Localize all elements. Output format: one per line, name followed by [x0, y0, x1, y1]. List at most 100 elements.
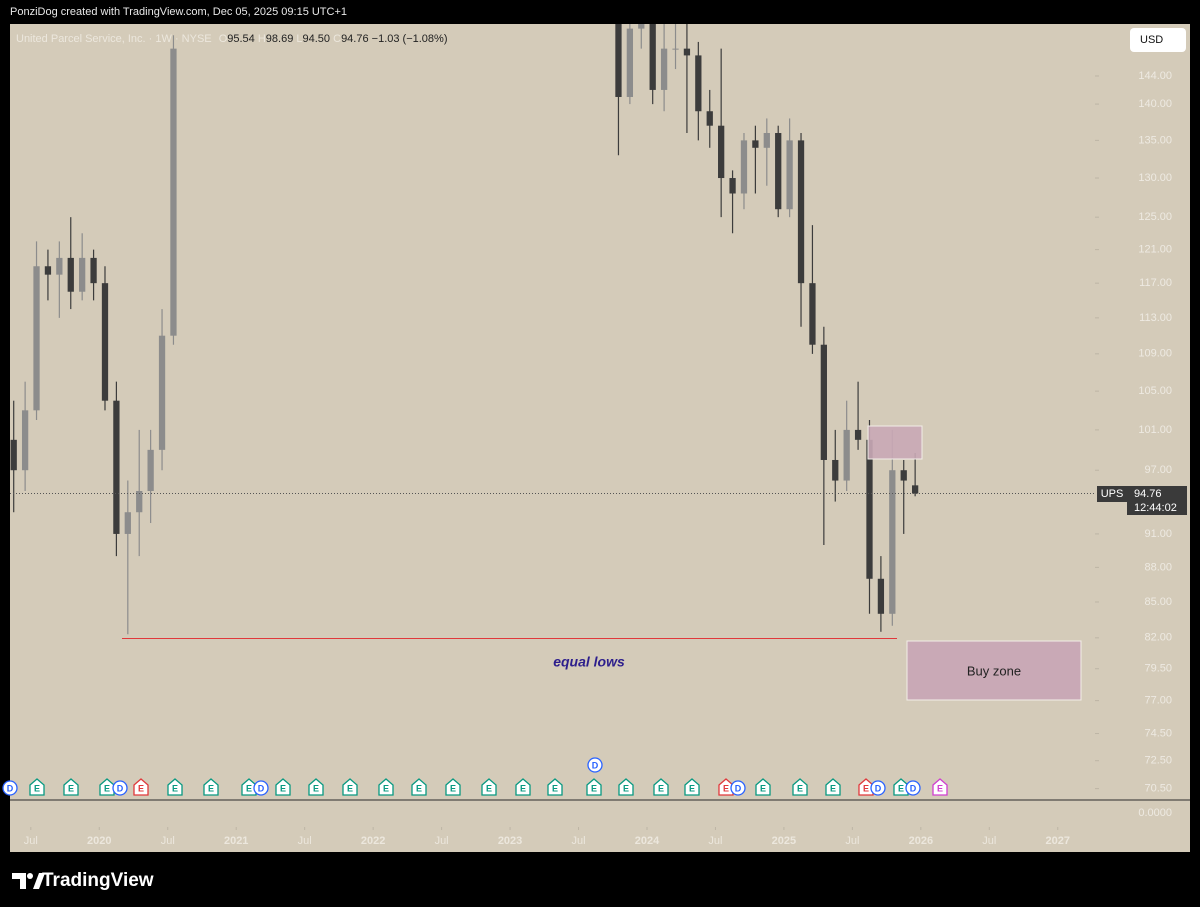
lower-pane-tick-label: 0.0000: [1138, 807, 1172, 819]
candle-body: [729, 178, 736, 194]
candle-body: [672, 48, 679, 50]
earnings-marker: [932, 778, 948, 796]
candle-body: [147, 449, 154, 492]
earnings-letter: E: [383, 783, 389, 793]
earnings-marker: [825, 778, 841, 796]
dividend-marker: [112, 780, 128, 796]
earnings-letter: E: [280, 783, 286, 793]
candle-body: [113, 400, 120, 534]
earnings-letter: E: [760, 783, 766, 793]
legend-symbol: United Parcel Service, Inc. · 1W · NYSE: [16, 33, 212, 45]
x-tick-label: Jul: [982, 835, 996, 847]
earnings-letter: E: [486, 783, 492, 793]
earnings-letter: E: [104, 783, 110, 793]
earnings-marker: [445, 778, 461, 796]
candle-body: [797, 140, 805, 284]
earnings-marker: [653, 778, 669, 796]
candle-body: [33, 266, 40, 411]
candle-body: [638, 24, 645, 29]
brand-logo: [12, 873, 45, 889]
candle-body: [10, 439, 17, 471]
earnings-letter: E: [830, 783, 836, 793]
legend-change: −1.03 (−1.08%): [372, 33, 448, 45]
dividend-marker: [587, 757, 603, 773]
buy-zone: [906, 640, 1082, 701]
x-tick-label: 2026: [909, 835, 933, 847]
candle-body: [170, 48, 177, 336]
event-markers: D E E E D E E E E D E E E E E E E E E E E E E E D E E E E D E D ED: [2, 757, 948, 796]
candle-body: [649, 24, 656, 90]
earnings-letter: E: [313, 783, 319, 793]
earnings-marker: [481, 778, 497, 796]
candle-body: [832, 459, 839, 481]
y-tick-label: 121.00: [1138, 244, 1172, 256]
earnings-marker: [308, 778, 324, 796]
earnings-marker: [755, 778, 771, 796]
earnings-letter: E: [863, 783, 869, 793]
x-tick-label: 2027: [1046, 835, 1070, 847]
x-tick-label: 2021: [224, 835, 248, 847]
y-tick-label: 97.00: [1144, 464, 1172, 476]
y-tick-label: 72.50: [1144, 755, 1172, 767]
legend-close-label: C: [333, 33, 341, 45]
earnings-letter: E: [689, 783, 695, 793]
candle-body: [56, 257, 63, 275]
candle-body: [843, 429, 850, 481]
candle-body: [695, 55, 702, 112]
legend-low: 94.50: [303, 33, 331, 45]
earnings-letter: E: [937, 783, 943, 793]
currency-label[interactable]: USD: [1140, 34, 1163, 46]
candle-body: [877, 578, 885, 614]
y-tick-label: 144.00: [1138, 70, 1172, 82]
legend-open-label: O: [219, 33, 228, 45]
candle-body: [101, 283, 109, 401]
plot: [10, 24, 919, 635]
candle-body: [763, 133, 770, 148]
earnings-marker: [133, 778, 149, 796]
earnings-marker: [275, 778, 291, 796]
x-tick-label: Jul: [161, 835, 175, 847]
candle-body: [136, 491, 143, 513]
price-tag: [1127, 486, 1187, 515]
candle-body: [775, 133, 782, 210]
dividend-letter: D: [258, 783, 265, 793]
currency-button[interactable]: [1130, 28, 1186, 52]
dividend-marker: [905, 780, 921, 796]
y-tick-label: 135.00: [1138, 134, 1172, 146]
earnings-letter: E: [347, 783, 353, 793]
x-tick-label: Jul: [708, 835, 722, 847]
earnings-letter: E: [723, 783, 729, 793]
y-tick-label: 70.50: [1144, 783, 1172, 795]
dividend-letter: D: [592, 760, 599, 770]
y-tick-label: 91.00: [1144, 528, 1172, 540]
candle-body: [67, 257, 74, 292]
dividend-marker: [253, 780, 269, 796]
earnings-letter: E: [34, 783, 40, 793]
dividend-letter: D: [910, 783, 917, 793]
candle-body: [124, 512, 131, 534]
dividend-letter: D: [7, 783, 14, 793]
legend: United Parcel Service, Inc. · 1W · NYSE …: [16, 33, 448, 45]
earnings-marker: [29, 778, 45, 796]
y-tick-label: 113.00: [1139, 312, 1172, 324]
earnings-letter: E: [658, 783, 664, 793]
credit: PonziDog created with TradingView.com, D…: [10, 6, 347, 18]
legend-close: 94.76: [341, 33, 369, 45]
earnings-marker: [167, 778, 183, 796]
candle-body: [90, 257, 97, 284]
earnings-marker: [618, 778, 634, 796]
x-tick-label: Jul: [845, 835, 859, 847]
candle-body: [158, 335, 166, 450]
earnings-marker: [411, 778, 427, 796]
brand-name: TradingView: [42, 870, 154, 891]
y-tick-label: 79.50: [1144, 663, 1172, 675]
y-tick-label: 88.00: [1144, 561, 1172, 573]
earnings-marker: [378, 778, 394, 796]
legend-open: 95.54: [227, 33, 255, 45]
y-tick-label: 105.00: [1138, 385, 1172, 397]
candle-body: [900, 470, 907, 481]
earnings-letter: E: [552, 783, 558, 793]
earnings-letter: E: [591, 783, 597, 793]
candle-body: [683, 48, 691, 56]
equal-lows-label: equal lows: [553, 654, 625, 670]
